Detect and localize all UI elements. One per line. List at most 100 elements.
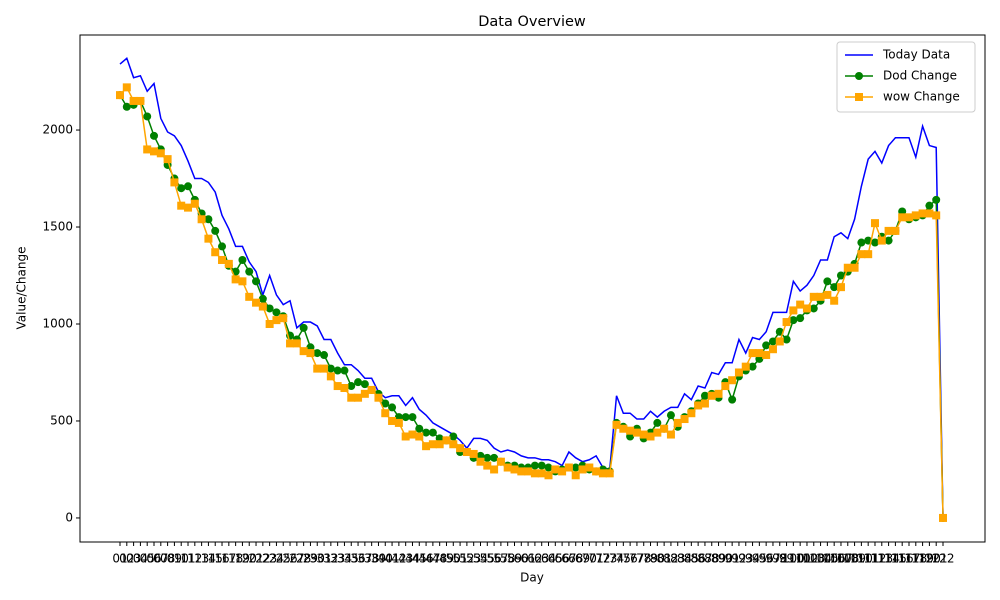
x-tick-label: 14 <box>201 552 216 566</box>
x-tick-label: 29 <box>303 552 318 566</box>
data-point <box>435 440 444 449</box>
data-point <box>347 382 356 391</box>
x-tick-label: 35 <box>344 552 359 566</box>
data-point <box>544 471 553 480</box>
data-point <box>299 347 308 356</box>
x-tick-label: 81 <box>656 552 671 566</box>
data-point <box>170 178 179 187</box>
data-point <box>401 413 410 422</box>
data-point <box>367 385 376 394</box>
data-point <box>864 250 873 259</box>
data-point <box>530 469 539 478</box>
x-tick-label: 42 <box>391 552 406 566</box>
data-point <box>653 428 662 437</box>
x-tick-label: 48 <box>432 552 447 566</box>
data-point <box>585 463 594 472</box>
data-point <box>775 337 784 346</box>
data-point <box>823 290 832 299</box>
x-tick-label: 33 <box>330 552 345 566</box>
data-point <box>292 339 301 348</box>
x-tick-label: 23 <box>262 552 277 566</box>
data-point <box>408 430 417 439</box>
data-point <box>517 467 526 476</box>
data-point <box>524 467 533 476</box>
x-tick-label: 69 <box>575 552 590 566</box>
data-point <box>347 393 356 402</box>
legend-marker <box>855 93 863 101</box>
data-point <box>850 263 859 272</box>
data-point <box>129 96 138 105</box>
data-point <box>700 391 709 400</box>
x-tick-label: 06 <box>146 552 161 566</box>
x-tick-label: 115 <box>884 552 907 566</box>
x-tick-label: 11 <box>180 552 195 566</box>
data-point <box>870 238 879 247</box>
data-point <box>925 201 934 210</box>
data-point <box>340 383 349 392</box>
data-point <box>578 465 587 474</box>
x-tick-label: 90 <box>718 552 733 566</box>
x-tick-label: 87 <box>697 552 712 566</box>
data-point <box>422 442 431 451</box>
data-point <box>748 362 757 371</box>
legend-label: Today Data <box>882 48 950 62</box>
x-tick-label: 79 <box>643 552 658 566</box>
data-point <box>891 226 900 235</box>
x-tick-label: 71 <box>588 552 603 566</box>
x-tick-label: 68 <box>568 552 583 566</box>
x-tick-label: 38 <box>364 552 379 566</box>
data-point <box>150 131 159 140</box>
x-tick-label: 111 <box>857 552 880 566</box>
x-tick-label: 94 <box>745 552 760 566</box>
data-point <box>224 259 233 268</box>
x-tick-label: 83 <box>670 552 685 566</box>
x-tick-label: 31 <box>316 552 331 566</box>
x-tick-label: 47 <box>425 552 440 566</box>
x-tick-label: 89 <box>711 552 726 566</box>
x-tick-label: 104 <box>809 552 832 566</box>
data-point <box>354 378 363 387</box>
data-point <box>796 314 805 323</box>
x-tick-label: 97 <box>765 552 780 566</box>
data-point <box>796 300 805 309</box>
data-point <box>768 345 777 354</box>
data-point <box>320 351 329 360</box>
x-tick-label: 09 <box>167 552 182 566</box>
data-point <box>197 215 206 224</box>
data-point <box>122 83 131 92</box>
data-point <box>258 294 267 303</box>
x-tick-label: 86 <box>690 552 705 566</box>
x-tick-label: 85 <box>684 552 699 566</box>
x-tick-label: 92 <box>731 552 746 566</box>
x-tick-label: 24 <box>269 552 284 566</box>
data-point <box>857 250 866 259</box>
y-tick-label: 1500 <box>42 220 73 234</box>
x-axis-label: Day <box>520 571 544 585</box>
data-point <box>415 424 424 433</box>
legend-label: wow Change <box>883 90 960 104</box>
x-tick-label: 45 <box>412 552 427 566</box>
x-tick-label: 95 <box>752 552 767 566</box>
data-point <box>218 242 227 251</box>
data-point <box>904 213 913 222</box>
data-point <box>320 364 329 373</box>
data-point <box>612 420 621 429</box>
data-point <box>564 463 573 472</box>
x-tick-label: 12 <box>187 552 202 566</box>
data-point <box>918 209 927 218</box>
data-point <box>388 403 397 412</box>
data-point <box>258 302 267 311</box>
data-point <box>714 389 723 398</box>
data-point <box>700 399 709 408</box>
data-point <box>177 201 186 210</box>
data-point <box>605 469 614 478</box>
data-point <box>748 349 757 358</box>
x-tick-label: 74 <box>609 552 624 566</box>
data-point <box>143 112 152 121</box>
data-point <box>721 382 730 391</box>
x-tick-label: 109 <box>843 552 866 566</box>
data-point <box>762 351 771 360</box>
data-point <box>558 467 567 476</box>
data-point <box>877 236 886 245</box>
data-point <box>789 316 798 325</box>
